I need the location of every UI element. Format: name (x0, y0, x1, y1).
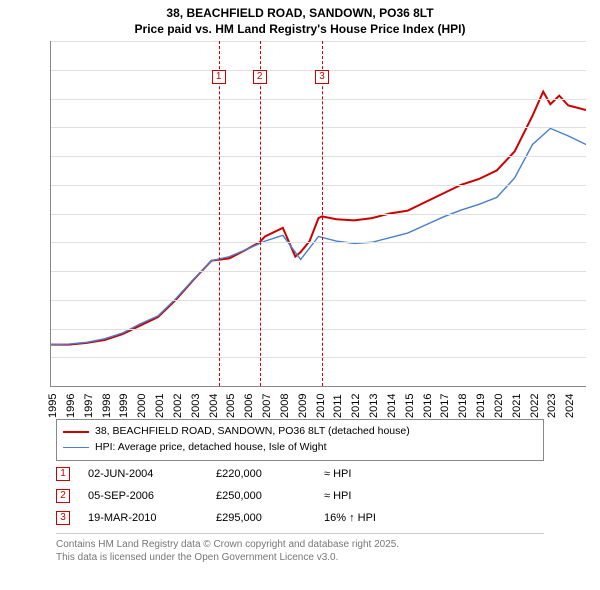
event-note: 16% ↑ HPI (324, 512, 376, 524)
events-table: 1 02-JUN-2004 £220,000 ≈ HPI 2 05-SEP-2006 £25… (56, 467, 544, 525)
x-axis-label: 2020 (493, 394, 505, 418)
legend-item: HPI: Average price, detached house, Isle… (63, 440, 537, 456)
x-axis-label: 2001 (154, 394, 166, 418)
x-axis-label: 2000 (136, 394, 148, 418)
chart-marker: 3 (315, 70, 329, 84)
x-axis-label: 2017 (439, 394, 451, 418)
footnote-line2: This data is licensed under the Open Gov… (56, 551, 544, 564)
event-date: 19-MAR-2010 (88, 512, 198, 524)
x-axis-label: 2003 (190, 394, 202, 418)
legend-swatch (63, 447, 89, 448)
x-axis-label: 2015 (404, 394, 416, 418)
x-axis-label: 2016 (422, 394, 434, 418)
footnote: Contains HM Land Registry data © Crown c… (56, 533, 544, 564)
x-axis-label: 2006 (243, 394, 255, 418)
x-axis-label: 2024 (564, 394, 576, 418)
chart-marker: 1 (212, 70, 226, 84)
legend: 38, BEACHFIELD ROAD, SANDOWN, PO36 8LT (… (56, 419, 544, 461)
x-axis-label: 2022 (529, 394, 541, 418)
x-axis-label: 2008 (279, 394, 291, 418)
event-price: £295,000 (216, 512, 306, 524)
x-axis-label: 2007 (261, 394, 273, 418)
x-axis-label: 1998 (101, 394, 113, 418)
x-axis-label: 1997 (83, 394, 95, 418)
event-row: 1 02-JUN-2004 £220,000 ≈ HPI (56, 467, 544, 481)
plot-area: £0£50K£100K£150K£200K£250K£300K£350K£400… (50, 41, 586, 387)
event-marker: 1 (56, 467, 70, 481)
x-axis-label: 2010 (315, 394, 327, 418)
x-axis-label: 2019 (475, 394, 487, 418)
chart-marker: 2 (253, 70, 267, 84)
event-note: ≈ HPI (324, 468, 351, 480)
legend-swatch (63, 431, 89, 433)
x-axis-label: 2018 (457, 394, 469, 418)
x-axis-label: 2021 (511, 394, 523, 418)
legend-label: HPI: Average price, detached house, Isle… (95, 440, 327, 456)
footnote-line1: Contains HM Land Registry data © Crown c… (56, 538, 544, 551)
price-chart: £0£50K£100K£150K£200K£250K£300K£350K£400… (50, 41, 586, 411)
event-row: 3 19-MAR-2010 £295,000 16% ↑ HPI (56, 511, 544, 525)
event-note: ≈ HPI (324, 490, 351, 502)
event-date: 02-JUN-2004 (88, 468, 198, 480)
legend-item: 38, BEACHFIELD ROAD, SANDOWN, PO36 8LT (… (63, 424, 537, 440)
x-axis-label: 2014 (386, 394, 398, 418)
legend-label: 38, BEACHFIELD ROAD, SANDOWN, PO36 8LT (… (95, 424, 410, 440)
x-axis-label: 2005 (225, 394, 237, 418)
x-axis-label: 2023 (546, 394, 558, 418)
event-price: £250,000 (216, 490, 306, 502)
x-axis-label: 2002 (172, 394, 184, 418)
x-axis-label: 1999 (118, 394, 130, 418)
event-marker: 3 (56, 511, 70, 525)
event-row: 2 05-SEP-2006 £250,000 ≈ HPI (56, 489, 544, 503)
event-date: 05-SEP-2006 (88, 490, 198, 502)
event-marker: 2 (56, 489, 70, 503)
x-axis-label: 2011 (332, 395, 344, 419)
page-title-line2: Price paid vs. HM Land Registry's House … (6, 22, 594, 38)
x-axis-label: 1996 (65, 394, 77, 418)
x-axis-label: 2004 (208, 394, 220, 418)
page-title-line1: 38, BEACHFIELD ROAD, SANDOWN, PO36 8LT (6, 6, 594, 22)
x-axis-label: 1995 (47, 394, 59, 418)
event-price: £220,000 (216, 468, 306, 480)
x-axis-label: 2009 (297, 394, 309, 418)
x-axis-label: 2012 (350, 394, 362, 418)
x-axis-label: 2013 (368, 394, 380, 418)
